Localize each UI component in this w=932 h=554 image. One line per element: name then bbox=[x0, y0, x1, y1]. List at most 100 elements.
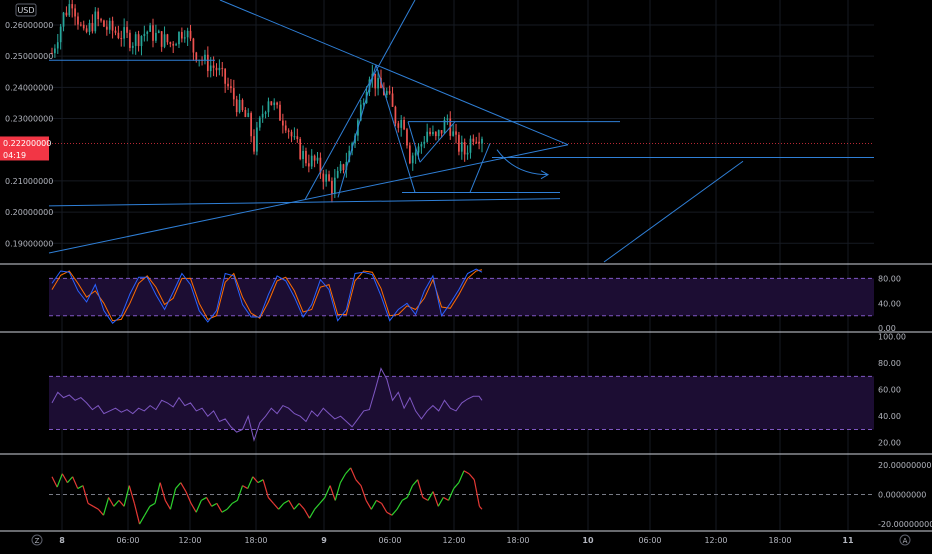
candle-body[interactable] bbox=[417, 146, 420, 153]
candle-body[interactable] bbox=[178, 31, 180, 45]
ascending-trendline[interactable] bbox=[48, 144, 569, 254]
candle-body[interactable] bbox=[114, 30, 117, 33]
candle-body[interactable] bbox=[62, 12, 65, 27]
candle-body[interactable] bbox=[85, 28, 88, 32]
candle-body[interactable] bbox=[305, 150, 307, 164]
candle-body[interactable] bbox=[481, 138, 483, 144]
candle-body[interactable] bbox=[56, 42, 59, 49]
candle-body[interactable] bbox=[336, 170, 339, 178]
candle-body[interactable] bbox=[455, 131, 457, 135]
candle-body[interactable] bbox=[258, 117, 261, 128]
candle-body[interactable] bbox=[163, 34, 166, 47]
candle-body[interactable] bbox=[209, 65, 212, 72]
candle-body[interactable] bbox=[469, 138, 472, 153]
candle-body[interactable] bbox=[310, 155, 313, 167]
candle-body[interactable] bbox=[443, 119, 446, 134]
projection-arrow[interactable] bbox=[496, 149, 549, 176]
candle-body[interactable] bbox=[183, 37, 186, 39]
candle-body[interactable] bbox=[253, 136, 255, 152]
candle-body[interactable] bbox=[192, 38, 195, 53]
candle-body[interactable] bbox=[157, 31, 160, 33]
candle-body[interactable] bbox=[270, 101, 273, 106]
candle-body[interactable] bbox=[82, 24, 85, 29]
candle-body[interactable] bbox=[293, 136, 296, 138]
candle-body[interactable] bbox=[206, 54, 209, 72]
channel-line[interactable] bbox=[375, 64, 416, 193]
candle-body[interactable] bbox=[250, 113, 252, 137]
candle-body[interactable] bbox=[230, 86, 232, 89]
candle-body[interactable] bbox=[120, 37, 123, 39]
candle-body[interactable] bbox=[94, 11, 97, 32]
candle-body[interactable] bbox=[51, 53, 53, 55]
candle-body[interactable] bbox=[475, 141, 478, 143]
support-line[interactable] bbox=[48, 198, 561, 207]
candle-body[interactable] bbox=[322, 173, 325, 182]
candle-body[interactable] bbox=[411, 155, 414, 164]
triangle-edge[interactable] bbox=[469, 143, 491, 193]
candle-body[interactable] bbox=[397, 123, 400, 128]
candle-body[interactable] bbox=[241, 99, 244, 111]
candle-body[interactable] bbox=[189, 30, 192, 39]
candle-body[interactable] bbox=[400, 119, 403, 128]
candle-body[interactable] bbox=[276, 102, 278, 105]
candle-body[interactable] bbox=[129, 32, 131, 48]
candle-body[interactable] bbox=[414, 152, 417, 156]
candle-body[interactable] bbox=[316, 157, 319, 161]
candle-body[interactable] bbox=[195, 52, 198, 61]
candle-body[interactable] bbox=[155, 32, 157, 41]
candle-body[interactable] bbox=[394, 106, 397, 124]
candle-body[interactable] bbox=[423, 141, 426, 145]
candle-body[interactable] bbox=[131, 45, 134, 48]
trend-ray[interactable] bbox=[603, 160, 744, 263]
auto-scale-button[interactable]: A bbox=[899, 534, 911, 546]
candle-body[interactable] bbox=[331, 180, 333, 194]
candle-body[interactable] bbox=[437, 130, 440, 137]
candle-body[interactable] bbox=[273, 102, 276, 106]
candle-body[interactable] bbox=[359, 104, 362, 121]
candle-body[interactable] bbox=[466, 152, 469, 155]
candle-body[interactable] bbox=[103, 20, 105, 27]
candle-body[interactable] bbox=[452, 131, 455, 136]
candle-body[interactable] bbox=[434, 131, 437, 137]
candle-body[interactable] bbox=[391, 93, 394, 107]
candle-body[interactable] bbox=[149, 25, 151, 32]
candle-body[interactable] bbox=[302, 150, 304, 160]
candle-body[interactable] bbox=[238, 99, 241, 113]
candle-body[interactable] bbox=[212, 65, 215, 68]
candle-body[interactable] bbox=[325, 174, 328, 182]
candle-body[interactable] bbox=[117, 32, 120, 38]
candle-body[interactable] bbox=[380, 78, 382, 89]
candle-body[interactable] bbox=[160, 31, 163, 47]
candle-body[interactable] bbox=[137, 34, 140, 47]
candle-body[interactable] bbox=[403, 119, 405, 130]
channel-line[interactable] bbox=[337, 64, 377, 198]
candle-body[interactable] bbox=[408, 145, 411, 164]
candle-body[interactable] bbox=[100, 19, 102, 21]
candle-body[interactable] bbox=[97, 11, 100, 20]
candle-body[interactable] bbox=[342, 164, 345, 171]
candle-body[interactable] bbox=[68, 4, 71, 16]
zoom-reset-button[interactable]: Z bbox=[31, 534, 43, 546]
candle-body[interactable] bbox=[175, 44, 177, 46]
candle-body[interactable] bbox=[261, 113, 264, 118]
candle-body[interactable] bbox=[385, 91, 388, 96]
candle-body[interactable] bbox=[108, 20, 111, 30]
candle-body[interactable] bbox=[218, 67, 221, 71]
candle-body[interactable] bbox=[244, 110, 247, 117]
triangle-edge[interactable] bbox=[407, 121, 421, 163]
candle-body[interactable] bbox=[65, 12, 68, 16]
candle-body[interactable] bbox=[388, 91, 391, 94]
candle-body[interactable] bbox=[307, 163, 310, 167]
stochastic-d-line[interactable] bbox=[51, 269, 483, 322]
stochastic-pane[interactable] bbox=[49, 268, 874, 324]
triangle-edge[interactable] bbox=[419, 121, 456, 163]
candle-body[interactable] bbox=[432, 131, 434, 135]
candle-body[interactable] bbox=[299, 139, 302, 160]
candle-body[interactable] bbox=[406, 129, 408, 146]
candle-body[interactable] bbox=[374, 73, 377, 89]
candle-body[interactable] bbox=[290, 131, 293, 137]
candle-body[interactable] bbox=[256, 127, 258, 152]
candle-body[interactable] bbox=[232, 88, 235, 100]
candle-body[interactable] bbox=[460, 142, 463, 152]
